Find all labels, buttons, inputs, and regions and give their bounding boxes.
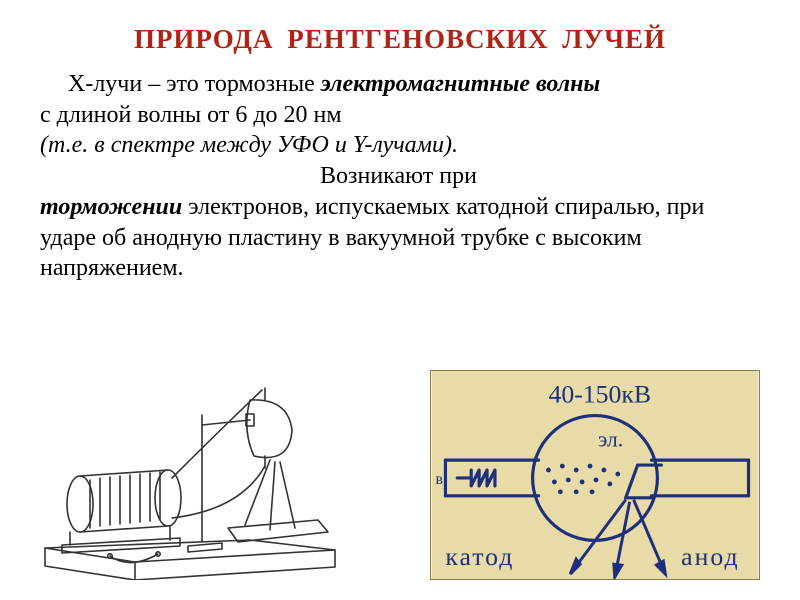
body-paragraph: Х-лучи – это тормозные электромагнитные … (40, 69, 760, 284)
svg-text:в: в (436, 471, 443, 488)
body-line5-em: торможении (40, 194, 182, 220)
xray-tube-diagram: 40-150кВ эл. катод анод в (430, 370, 760, 580)
voltage-label: 40-150кВ (548, 380, 651, 409)
apparatus-sketch (40, 370, 340, 580)
body-line2: с длиной волны от 6 до 20 нм (40, 102, 342, 128)
body-line4: Возникают при (320, 163, 477, 189)
cathode-label: катод (445, 542, 514, 571)
body-line3: (т.е. в спектре между УФО и Y-лучами). (40, 132, 458, 158)
anode-label: анод (681, 542, 739, 571)
page-title: ПРИРОДА РЕНТГЕНОВСКИХ ЛУЧЕЙ (40, 24, 760, 55)
electrons-label: эл. (598, 427, 623, 451)
body-line1-plain: Х-лучи – это тормозные (68, 71, 321, 97)
body-line1-em: электромагнитные волны (321, 71, 600, 97)
